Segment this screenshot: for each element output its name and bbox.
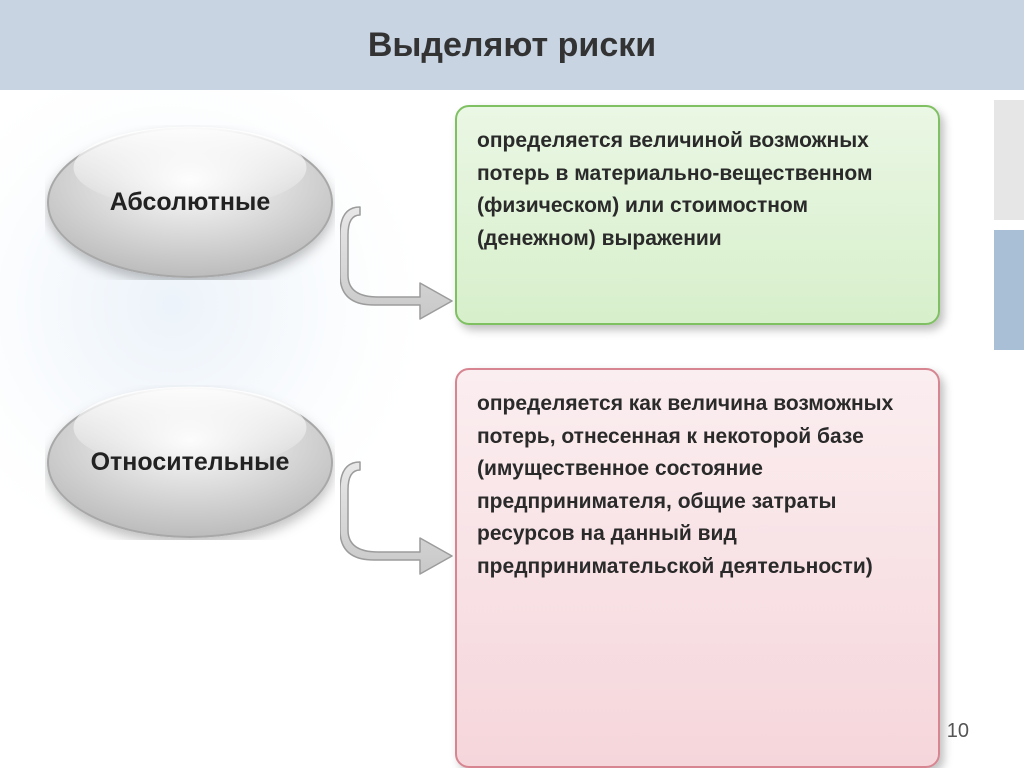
content-area: Абсолютные Относительные [0,90,1024,768]
ellipse-relative: Относительные [45,385,335,540]
description-relative-text: определяется как величина возможных поте… [477,392,893,578]
arrow-curved-top [340,205,460,325]
arrow-icon [340,460,460,580]
description-box-relative: определяется как величина возможных поте… [455,368,940,768]
description-box-absolute: определяется величиной возможных потерь … [455,105,940,325]
arrow-icon [340,205,460,325]
arrow-curved-bottom [340,460,460,580]
ellipse-absolute: Абсолютные [45,125,335,280]
description-absolute-text: определяется величиной возможных потерь … [477,129,873,250]
page-number: 10 [947,720,969,743]
ellipse-absolute-label: Абсолютные [110,188,271,217]
slide-title: Выделяют риски [368,26,656,65]
title-bar: Выделяют риски [0,0,1024,90]
ellipse-relative-label: Относительные [91,448,290,477]
